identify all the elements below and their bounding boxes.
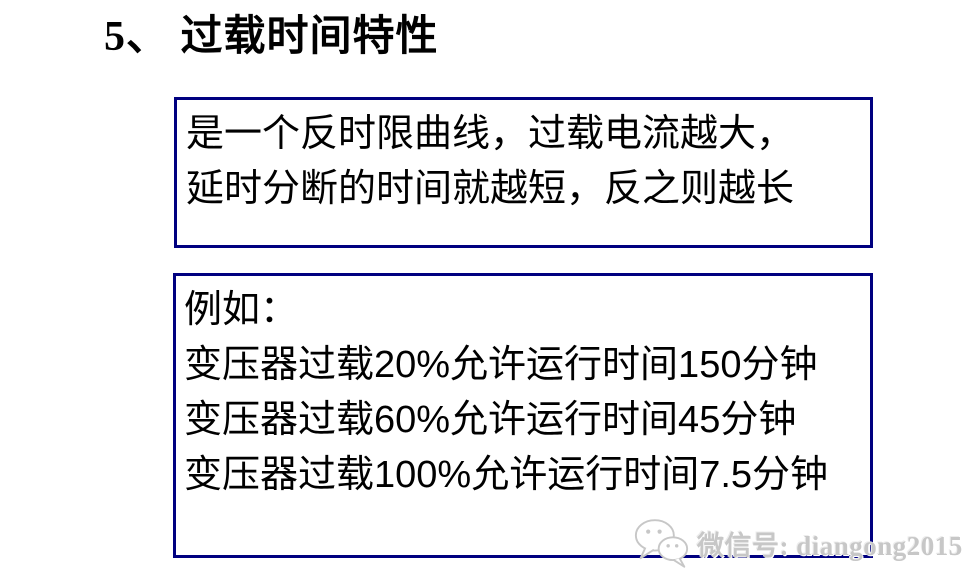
example-box: 例如： 变压器过载20%允许运行时间150分钟 变压器过载60%允许运行时间45… [173,273,873,558]
intro-line-2: 延时分断的时间就越短，反之则越长 [186,168,795,210]
example-heading: 例如： [184,289,299,331]
slide-title: 5、 过载时间特性 [104,14,439,60]
example-line-2: 变压器过载60%允许运行时间45分钟 [184,399,797,441]
watermark-label: 微信号: diangong2015 [697,530,963,561]
wechat-icon [633,517,690,569]
example-line-3: 变压器过载100%允许运行时间7.5分钟 [184,454,829,496]
intro-box: 是一个反时限曲线，过载电流越大， 延时分断的时间就越短，反之则越长 [174,97,873,248]
watermark: 微信号: diangong2015 [633,517,963,569]
example-line-1: 变压器过载20%允许运行时间150分钟 [184,344,818,386]
intro-line-1: 是一个反时限曲线，过载电流越大， [186,113,795,155]
